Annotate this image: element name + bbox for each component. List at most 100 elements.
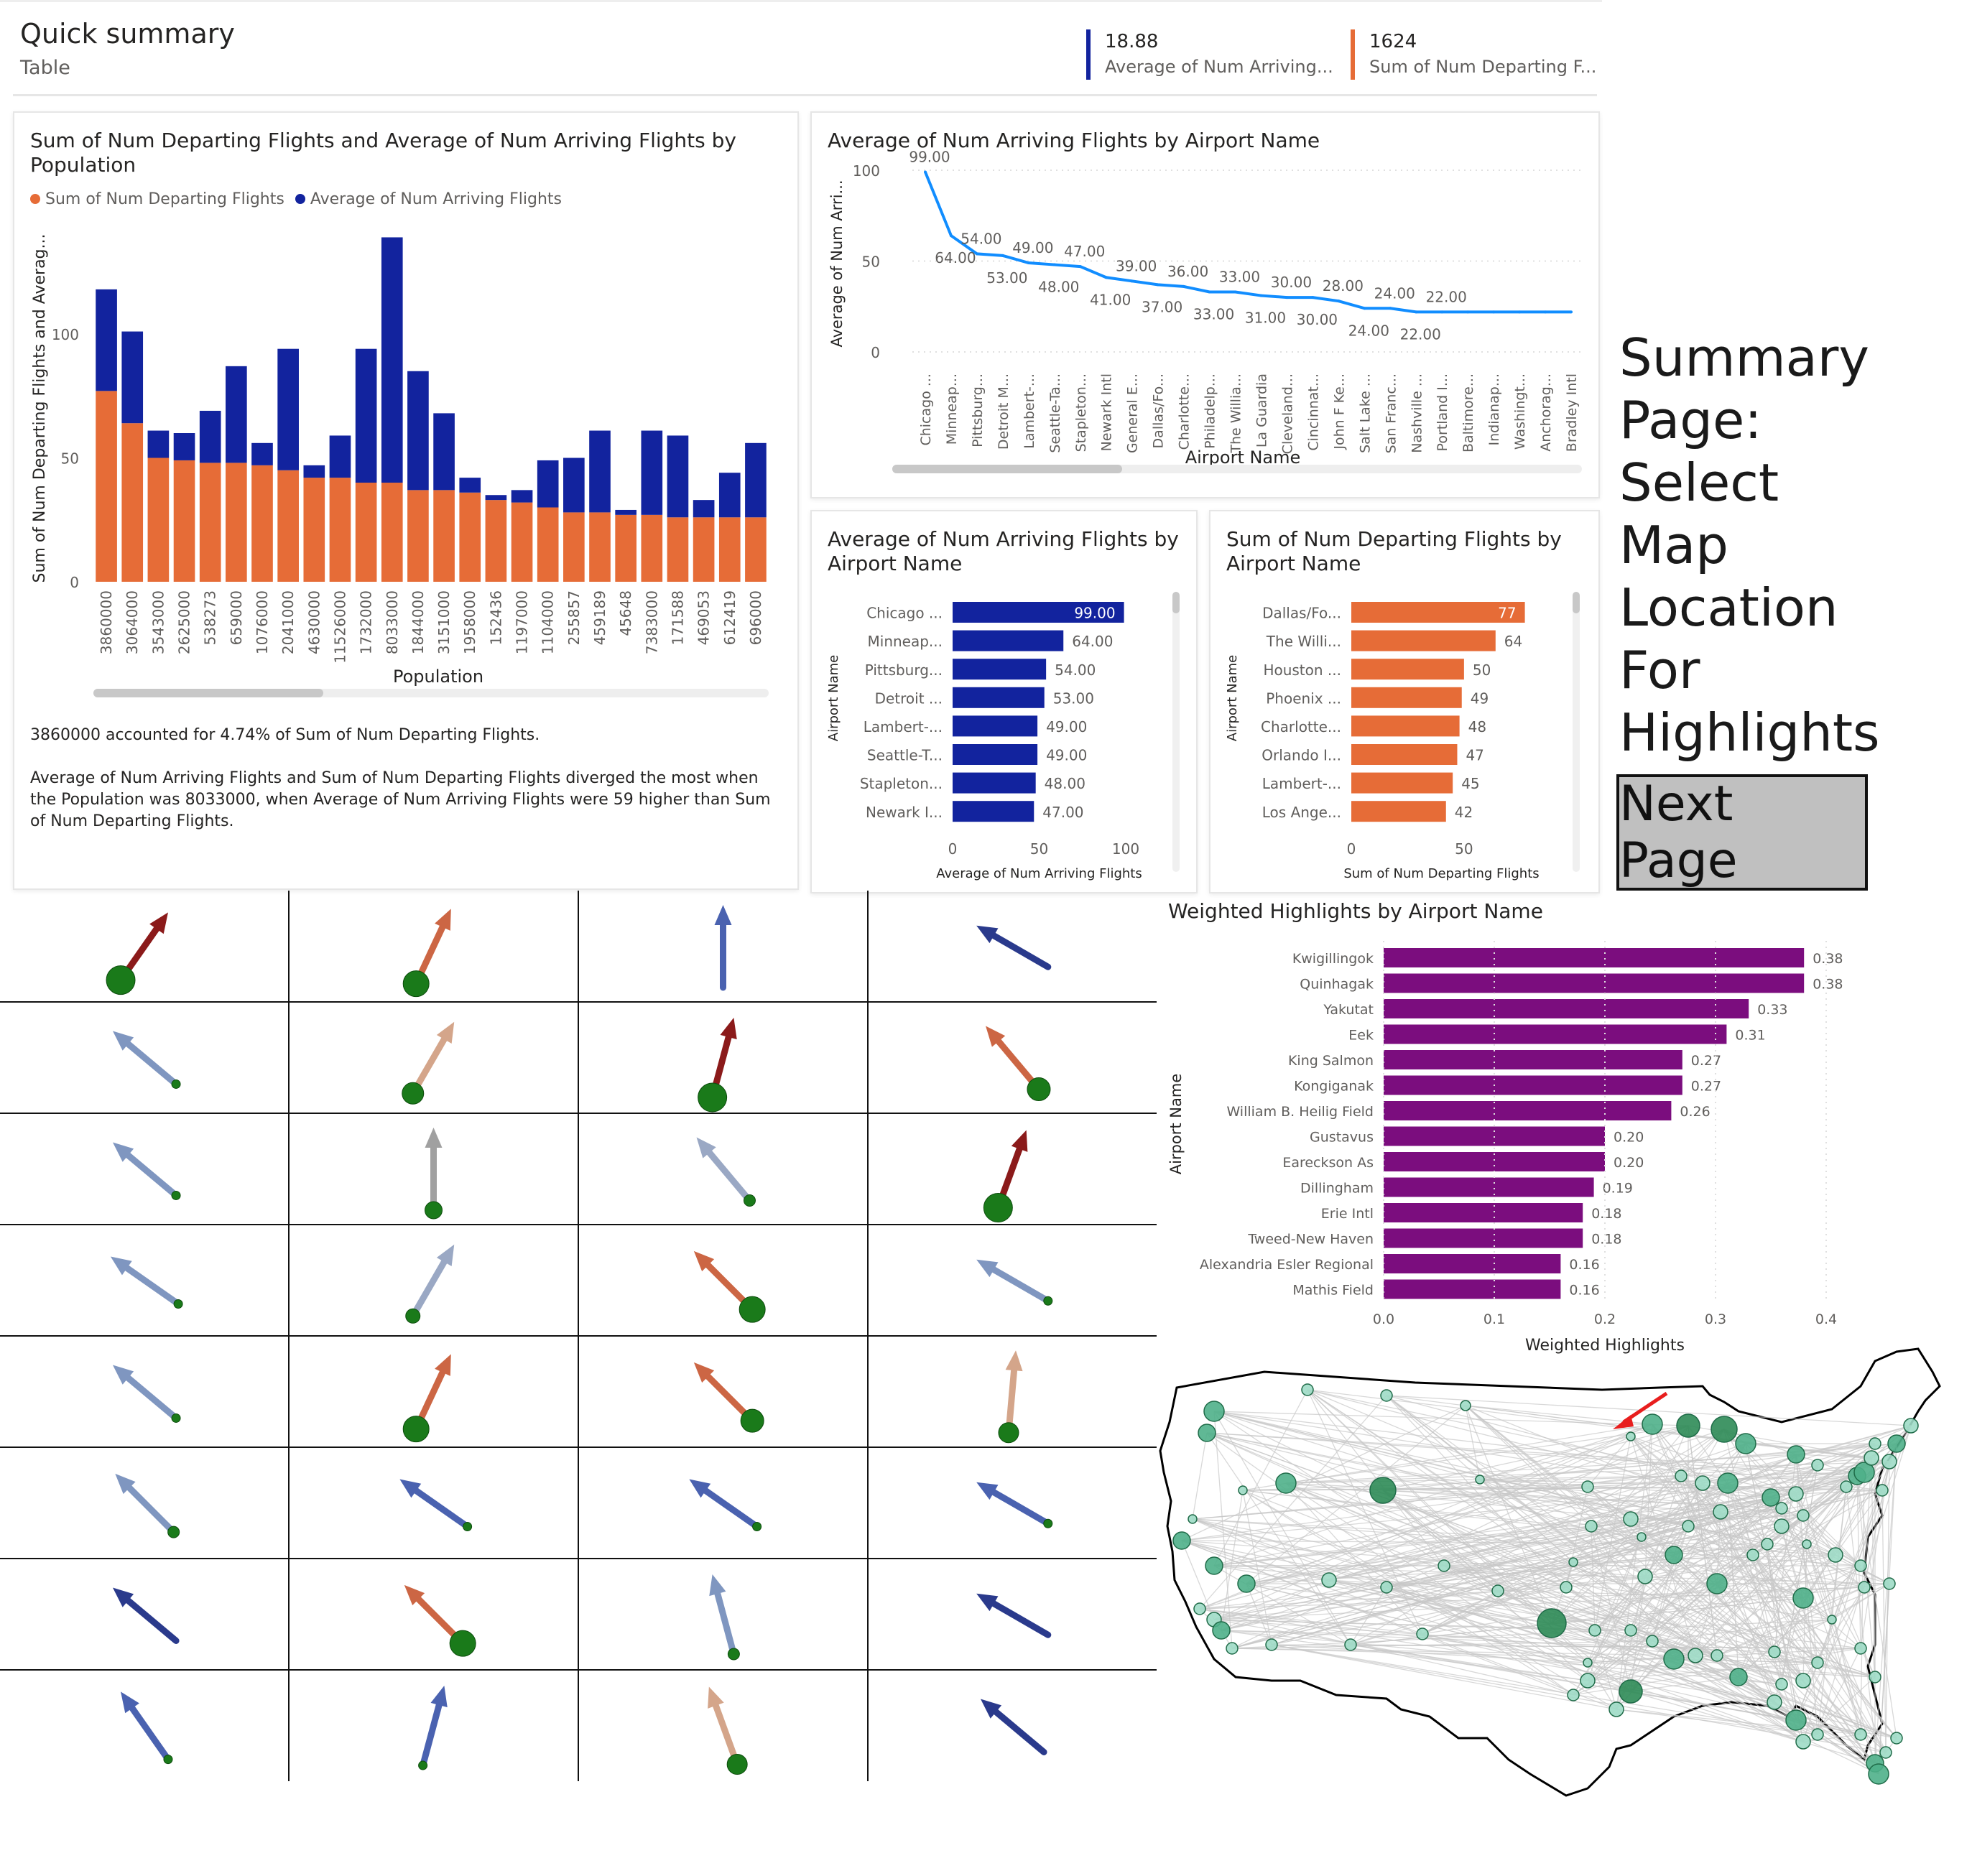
airport-node[interactable] bbox=[1301, 1383, 1314, 1396]
scrollbar-thumb[interactable] bbox=[1172, 592, 1180, 613]
airport-node[interactable] bbox=[1797, 1509, 1810, 1522]
airport-node[interactable] bbox=[1380, 1389, 1393, 1402]
airport-node[interactable] bbox=[1785, 1709, 1807, 1731]
arriving-bar-card[interactable]: Average of Num Arriving Flights by Airpo… bbox=[810, 510, 1198, 893]
airport-node[interactable] bbox=[1713, 1504, 1728, 1520]
airport-node[interactable] bbox=[1695, 1475, 1711, 1491]
airport-node[interactable] bbox=[1583, 1658, 1593, 1668]
scrollbar-thumb[interactable] bbox=[892, 465, 1122, 473]
airport-node[interactable] bbox=[1568, 1557, 1578, 1567]
airport-node[interactable] bbox=[1811, 1656, 1824, 1669]
kpi-card-departing[interactable]: 1624 Sum of Num Departing F... bbox=[1351, 29, 1599, 80]
airport-node[interactable] bbox=[1858, 1581, 1871, 1594]
departing-bar-card[interactable]: Sum of Num Departing Flights by Airport … bbox=[1209, 510, 1600, 893]
weighted-highlights-card[interactable]: Weighted Highlights by Airport Name Kwig… bbox=[1157, 891, 1875, 1365]
arriving-line-card[interactable]: Average of Num Arriving Flights by Airpo… bbox=[810, 111, 1600, 498]
airport-node[interactable] bbox=[1665, 1546, 1683, 1564]
airport-node[interactable] bbox=[1787, 1445, 1805, 1464]
airport-node[interactable] bbox=[1761, 1538, 1774, 1551]
airport-node[interactable] bbox=[1795, 1673, 1811, 1689]
airport-node[interactable] bbox=[1585, 1520, 1598, 1533]
airport-node[interactable] bbox=[1663, 1648, 1685, 1670]
airport-node[interactable] bbox=[1876, 1484, 1889, 1497]
airport-node[interactable] bbox=[1811, 1728, 1824, 1741]
airport-node[interactable] bbox=[1676, 1413, 1700, 1438]
airport-node[interactable] bbox=[1868, 1763, 1889, 1785]
airport-node[interactable] bbox=[1869, 1671, 1881, 1684]
airport-node[interactable] bbox=[1205, 1556, 1223, 1575]
population-chart[interactable]: 0 50 100 3860000 3064000 3543000 2625000 538273… bbox=[14, 113, 797, 730]
airport-node[interactable] bbox=[1864, 1450, 1879, 1466]
airport-node[interactable] bbox=[1265, 1638, 1278, 1651]
airport-node[interactable] bbox=[1887, 1434, 1906, 1453]
airport-node[interactable] bbox=[1746, 1548, 1759, 1561]
airport-node[interactable] bbox=[1828, 1547, 1843, 1563]
scrollbar-thumb[interactable] bbox=[1573, 592, 1580, 613]
airport-node[interactable] bbox=[1560, 1581, 1573, 1594]
legend-arriving[interactable]: Average of Num Arriving Flights bbox=[310, 190, 562, 208]
airport-node[interactable] bbox=[1879, 1746, 1892, 1759]
airport-node[interactable] bbox=[1238, 1485, 1248, 1495]
airport-node[interactable] bbox=[1188, 1514, 1198, 1524]
airport-node[interactable] bbox=[1321, 1572, 1337, 1588]
airport-node[interactable] bbox=[1344, 1638, 1357, 1651]
airport-node[interactable] bbox=[1802, 1539, 1812, 1549]
airport-node[interactable] bbox=[1881, 1454, 1897, 1469]
airport-node[interactable] bbox=[1637, 1569, 1653, 1584]
airport-node[interactable] bbox=[1729, 1668, 1748, 1686]
airport-node[interactable] bbox=[1581, 1480, 1594, 1493]
airport-node[interactable] bbox=[1580, 1673, 1596, 1689]
airport-node[interactable] bbox=[1903, 1418, 1919, 1434]
kpi-card-arriving[interactable]: 18.88 Average of Num Arriving... bbox=[1086, 29, 1335, 80]
airport-node[interactable] bbox=[1711, 1416, 1738, 1443]
airport-node[interactable] bbox=[1767, 1694, 1782, 1710]
airport-node[interactable] bbox=[1567, 1689, 1580, 1701]
airport-node[interactable] bbox=[1688, 1648, 1703, 1663]
airport-node[interactable] bbox=[1682, 1520, 1695, 1533]
weighted-highlights-chart[interactable]: Kwigillingok 0.38 Quinhagak 0.38 Yakutat 0.33… bbox=[1157, 891, 1875, 1365]
airport-node[interactable] bbox=[1774, 1518, 1790, 1534]
airport-node[interactable] bbox=[1735, 1433, 1756, 1454]
airport-node[interactable] bbox=[1537, 1608, 1567, 1638]
airport-node[interactable] bbox=[1706, 1573, 1728, 1594]
airport-node[interactable] bbox=[1854, 1559, 1867, 1572]
airport-node[interactable] bbox=[1792, 1587, 1814, 1609]
airport-node[interactable] bbox=[1775, 1502, 1788, 1515]
airport-node[interactable] bbox=[1438, 1559, 1450, 1572]
airport-node[interactable] bbox=[1711, 1649, 1723, 1662]
airport-node[interactable] bbox=[1717, 1472, 1739, 1494]
airport-node[interactable] bbox=[1212, 1621, 1231, 1640]
airport-node[interactable] bbox=[1642, 1413, 1663, 1435]
airport-node[interactable] bbox=[1854, 1642, 1867, 1655]
airport-node[interactable] bbox=[1203, 1401, 1225, 1422]
airport-node[interactable] bbox=[1608, 1701, 1624, 1717]
airport-node[interactable] bbox=[1193, 1602, 1206, 1615]
airport-node[interactable] bbox=[1237, 1574, 1256, 1593]
airport-node[interactable] bbox=[1827, 1615, 1837, 1625]
airport-node[interactable] bbox=[1811, 1459, 1824, 1472]
airport-node[interactable] bbox=[1768, 1645, 1781, 1658]
airport-node[interactable] bbox=[1491, 1584, 1504, 1597]
airport-node[interactable] bbox=[1675, 1469, 1688, 1482]
airport-node[interactable] bbox=[1626, 1431, 1636, 1441]
arriving-bar-chart[interactable]: Chicago ... 99.00 Minneap... 64.00 Pittsburg… bbox=[812, 511, 1196, 892]
airport-node[interactable] bbox=[1380, 1581, 1393, 1594]
airport-node[interactable] bbox=[1369, 1477, 1397, 1504]
airport-node[interactable] bbox=[1853, 1462, 1875, 1483]
airport-node[interactable] bbox=[1762, 1488, 1780, 1507]
airport-node[interactable] bbox=[1226, 1642, 1239, 1655]
airport-node[interactable] bbox=[1840, 1480, 1853, 1493]
airport-node[interactable] bbox=[1775, 1678, 1788, 1691]
airport-node[interactable] bbox=[1275, 1472, 1297, 1494]
airport-node[interactable] bbox=[1788, 1486, 1804, 1502]
airport-node[interactable] bbox=[1637, 1532, 1647, 1542]
arriving-line-chart[interactable]: 0 50 100 99.00 Chicago ... 64.00 Minneap... 54.… bbox=[812, 113, 1598, 497]
airport-node[interactable] bbox=[1883, 1577, 1896, 1590]
airport-node[interactable] bbox=[1890, 1732, 1903, 1745]
population-chart-card[interactable]: Sum of Num Departing Flights and Average… bbox=[13, 111, 799, 890]
airport-node[interactable] bbox=[1646, 1635, 1659, 1648]
airport-node[interactable] bbox=[1854, 1728, 1867, 1741]
airport-node[interactable] bbox=[1795, 1734, 1811, 1750]
airport-node[interactable] bbox=[1624, 1624, 1637, 1637]
airport-node[interactable] bbox=[1460, 1400, 1471, 1411]
